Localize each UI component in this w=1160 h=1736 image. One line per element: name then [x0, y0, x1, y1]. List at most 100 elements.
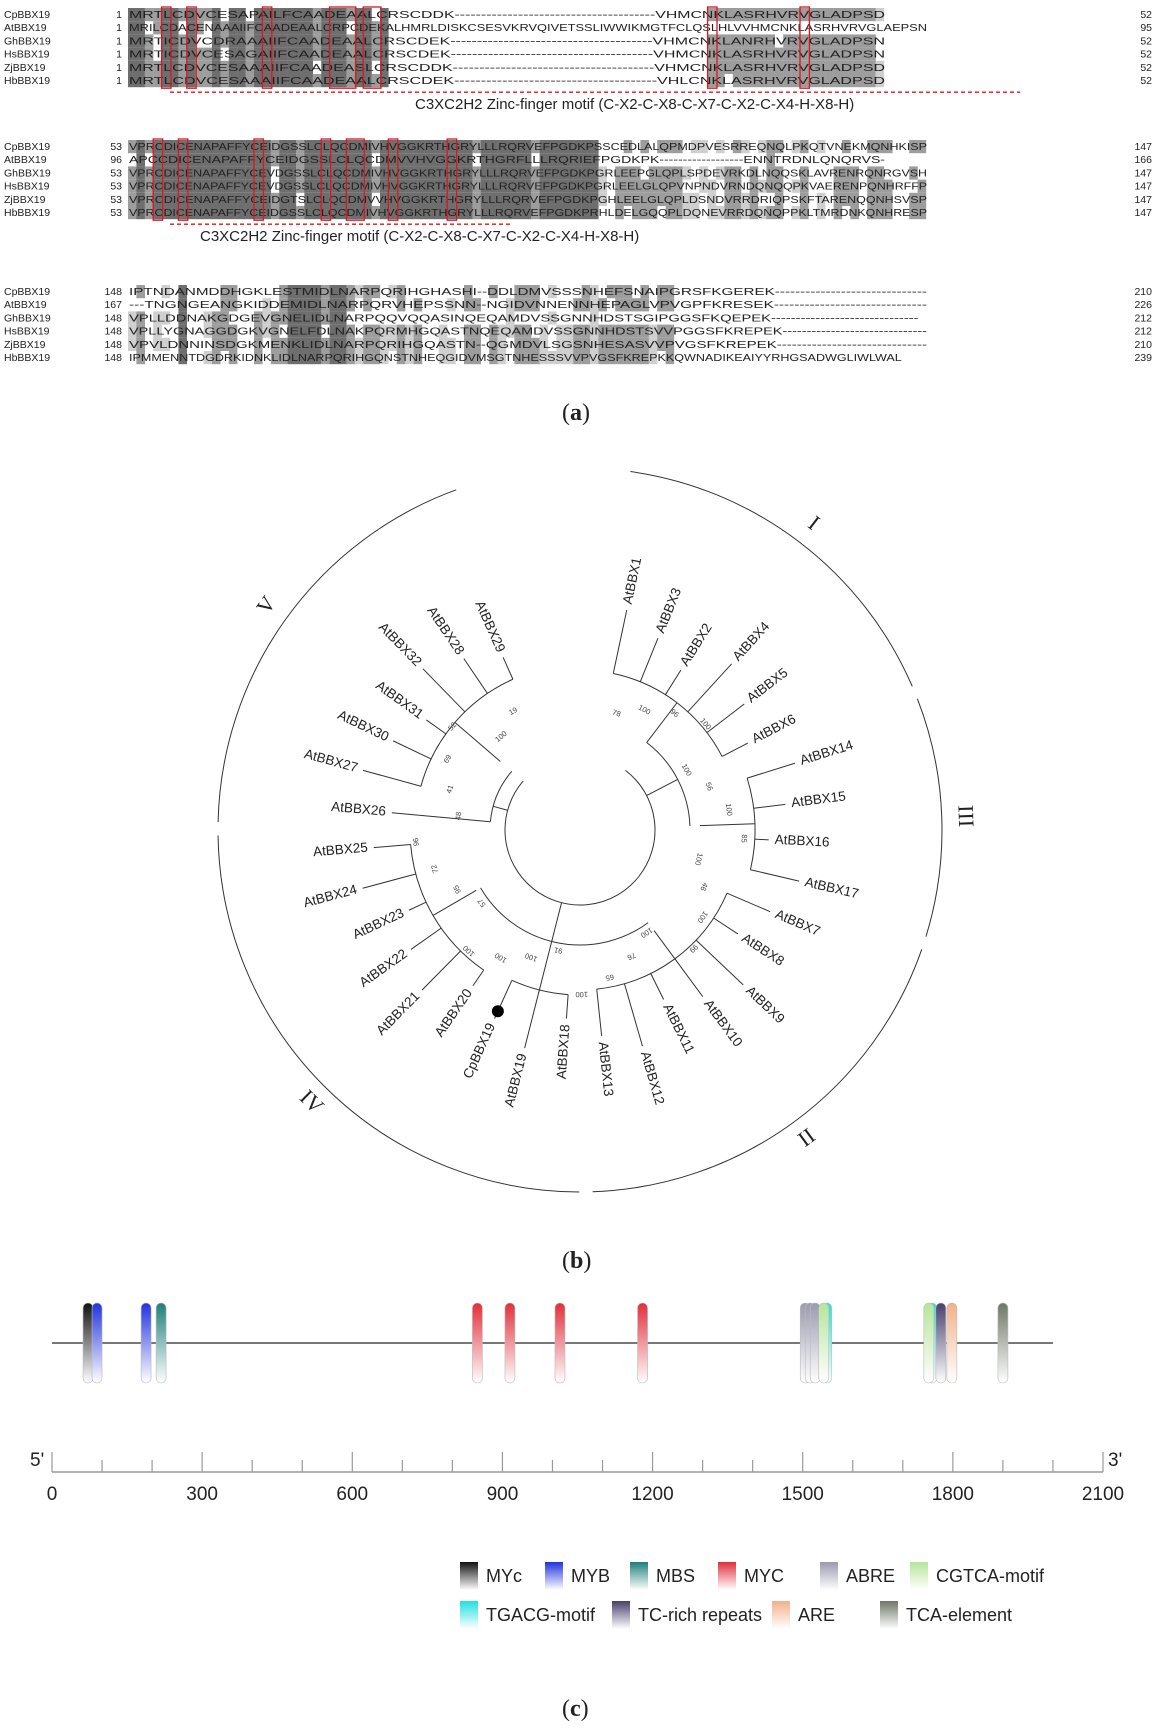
- conservation-cell: [254, 324, 263, 338]
- tree-leaf-label: AtBBX13: [596, 1041, 617, 1097]
- conservation-cell: [766, 166, 775, 180]
- conservation-cell: [531, 285, 540, 299]
- conservation-cell: [514, 166, 523, 180]
- tree-leaf-label: AtBBX8: [739, 930, 787, 969]
- conservation-cell: [380, 74, 389, 88]
- bootstrap-value: 69: [441, 753, 453, 765]
- conservation-cell: [850, 206, 859, 220]
- conservation-cell: [875, 60, 885, 74]
- conservation-cell: [228, 34, 238, 48]
- conservation-cell: [749, 166, 759, 180]
- conservation-cell: [522, 351, 532, 365]
- conservation-cell: [422, 192, 431, 206]
- tree-leaf-label: AtBBX12: [638, 1050, 668, 1107]
- conservation-cell: [707, 34, 717, 48]
- sequence-start: 1: [116, 35, 122, 47]
- sequence-name: CpBBX19: [4, 286, 50, 298]
- conservation-cell: [564, 337, 574, 351]
- conservation-cell: [186, 21, 196, 35]
- conservation-cell: [413, 179, 423, 193]
- conservation-cell: [279, 8, 288, 22]
- legend-label: MYc: [486, 1566, 522, 1586]
- conservation-cell: [640, 140, 649, 154]
- conservation-cell: [590, 311, 599, 325]
- conservation-cell: [371, 206, 381, 220]
- conservation-cell: [665, 179, 675, 193]
- conservation-cell: [489, 206, 498, 220]
- tree-branch: [695, 939, 744, 986]
- conservation-cell: [833, 192, 843, 206]
- conservation-cell: [296, 298, 305, 312]
- conservation-cell: [195, 21, 204, 35]
- conservation-cell: [338, 60, 347, 74]
- conservation-cell: [690, 206, 700, 220]
- conservation-cell: [422, 166, 431, 180]
- conservation-cell: [749, 60, 759, 74]
- conservation-cell: [514, 285, 523, 299]
- cis-element-myc: [82, 1302, 94, 1384]
- conservation-cell: [128, 337, 137, 351]
- conservation-cell: [346, 285, 355, 299]
- tree-branch: [410, 927, 442, 950]
- sequence-end: 239: [1134, 352, 1152, 364]
- conservation-cell: [296, 206, 305, 220]
- conservation-cell: [228, 324, 238, 338]
- conservation-cell: [262, 153, 271, 167]
- cis-element-myc: [554, 1302, 566, 1384]
- conservation-cell: [329, 351, 339, 365]
- sequence-start: 1: [116, 75, 122, 87]
- conservation-cell: [438, 140, 448, 154]
- conservation-cell: [161, 140, 171, 154]
- conservation-cell: [632, 351, 641, 365]
- tree-branch: [524, 989, 540, 1049]
- conservation-cell: [573, 337, 582, 351]
- conservation-cell: [539, 179, 549, 193]
- sequence-residues: VPLLDDNAKGDGEVGNELIDLNARPQQVQQASINQEQAMD…: [129, 312, 919, 324]
- cis-element-mbs: [155, 1302, 167, 1384]
- conservation-cell: [363, 34, 372, 48]
- conservation-cell: [699, 179, 708, 193]
- conservation-cell: [548, 140, 557, 154]
- conservation-cell: [338, 206, 347, 220]
- conservation-cell: [161, 74, 171, 88]
- conservation-cell: [312, 153, 322, 167]
- conservation-cell: [136, 351, 145, 365]
- conservation-cell: [472, 298, 481, 312]
- conservation-cell: [405, 140, 414, 154]
- conservation-cell: [262, 34, 271, 48]
- conservation-cell: [783, 47, 792, 61]
- conservation-cell: [522, 166, 532, 180]
- conservation-cell: [195, 206, 204, 220]
- conservation-cell: [497, 153, 507, 167]
- sequence-residues: VPLLYGNAGGDGKVGNELFDLNAKPQRMHGQASTNQEQAM…: [129, 326, 928, 338]
- conservation-cell: [237, 47, 246, 61]
- conservation-cell: [312, 8, 322, 22]
- conservation-cell: [548, 179, 557, 193]
- sequence-name: HsBBX19: [4, 49, 50, 61]
- tree-branch: [373, 843, 411, 849]
- conservation-cell: [741, 8, 750, 22]
- conservation-cell: [237, 166, 246, 180]
- tree-leaf-label: AtBBX9: [743, 983, 788, 1026]
- conservation-cell: [245, 21, 255, 35]
- conservation-cell: [371, 337, 381, 351]
- conservation-cell: [464, 166, 473, 180]
- conservation-cell: [388, 206, 397, 220]
- axis-tick-label: 600: [336, 1484, 368, 1505]
- conservation-cell: [203, 324, 213, 338]
- conservation-cell: [724, 192, 733, 206]
- conservation-cell: [161, 337, 171, 351]
- axis-tick-label: 2100: [1082, 1484, 1124, 1505]
- conservation-cell: [371, 285, 381, 299]
- conservation-cell: [472, 192, 481, 206]
- conservation-cell: [791, 179, 801, 193]
- conservation-cell: [203, 206, 213, 220]
- conservation-cell: [842, 166, 851, 180]
- conservation-cell: [506, 166, 515, 180]
- conservation-cell: [270, 47, 280, 61]
- conservation-cell: [128, 74, 137, 88]
- conservation-cell: [128, 60, 137, 74]
- conservation-cell: [850, 74, 859, 88]
- sequence-start: 53: [110, 181, 122, 193]
- axis-tick-label: 300: [186, 1484, 218, 1505]
